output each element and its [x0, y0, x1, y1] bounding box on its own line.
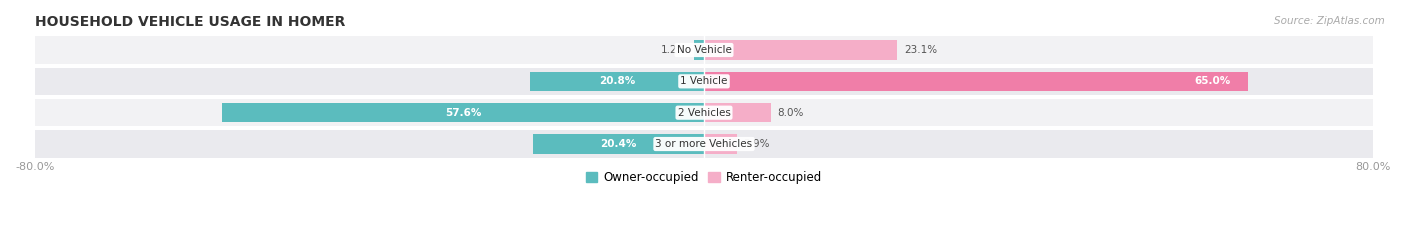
Text: 65.0%: 65.0%	[1195, 76, 1232, 86]
Bar	[695, 40, 704, 60]
Bar	[222, 103, 704, 122]
Text: 8.0%: 8.0%	[778, 108, 804, 118]
Bar	[35, 36, 1374, 64]
Bar	[35, 130, 1374, 158]
Text: 23.1%: 23.1%	[904, 45, 936, 55]
Text: 1 Vehicle: 1 Vehicle	[681, 76, 728, 86]
Text: 3.9%: 3.9%	[744, 139, 770, 149]
Text: HOUSEHOLD VEHICLE USAGE IN HOMER: HOUSEHOLD VEHICLE USAGE IN HOMER	[35, 15, 344, 29]
Text: 1.2%: 1.2%	[661, 45, 688, 55]
Text: 57.6%: 57.6%	[444, 108, 481, 118]
Text: Source: ZipAtlas.com: Source: ZipAtlas.com	[1274, 16, 1385, 26]
Text: 3 or more Vehicles: 3 or more Vehicles	[655, 139, 752, 149]
Bar	[704, 134, 737, 154]
Text: No Vehicle: No Vehicle	[676, 45, 731, 55]
Bar	[533, 134, 704, 154]
Bar	[704, 72, 1247, 91]
Bar	[530, 72, 704, 91]
Bar	[704, 40, 897, 60]
Bar	[35, 99, 1374, 127]
Text: 20.8%: 20.8%	[599, 76, 636, 86]
Text: 20.4%: 20.4%	[600, 139, 637, 149]
Bar	[704, 103, 770, 122]
Legend: Owner-occupied, Renter-occupied: Owner-occupied, Renter-occupied	[581, 166, 827, 189]
Bar	[35, 68, 1374, 95]
Text: 2 Vehicles: 2 Vehicles	[678, 108, 731, 118]
